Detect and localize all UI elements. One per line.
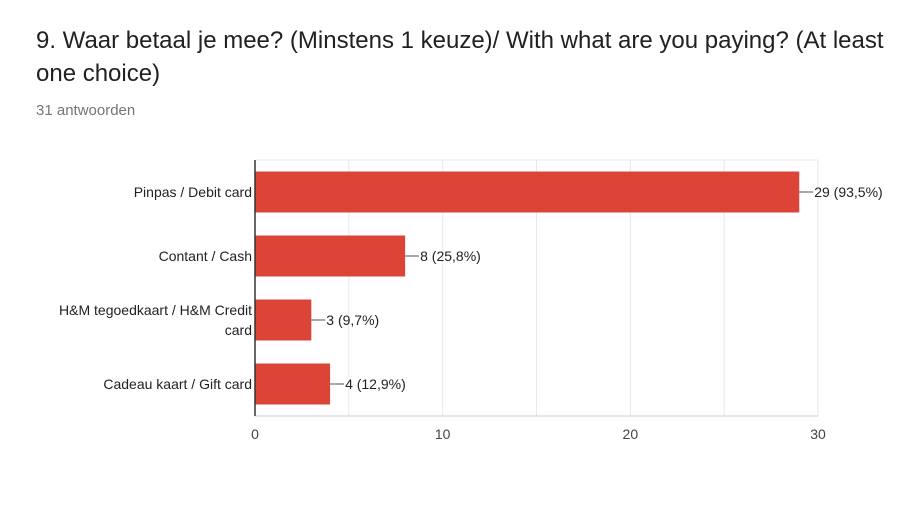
bar <box>255 171 800 213</box>
category-label: Pinpas / Debit card <box>134 184 252 200</box>
category-label: Contant / Cash <box>159 248 252 264</box>
question-title: 9. Waar betaal je mee? (Minstens 1 keuze… <box>36 27 884 87</box>
data-label: 29 (93,5%) <box>814 184 882 200</box>
bar <box>255 299 312 341</box>
x-tick-label: 30 <box>810 426 826 442</box>
response-count: 31 antwoorden <box>36 102 136 119</box>
category-label: card <box>225 322 252 338</box>
data-label: 3 (9,7%) <box>326 312 379 328</box>
x-tick-label: 0 <box>251 426 259 442</box>
data-label: 4 (12,9%) <box>345 376 406 392</box>
category-label: Cadeau kaart / Gift card <box>103 376 252 392</box>
bar <box>255 235 406 277</box>
category-label: H&M tegoedkaart / H&M Credit <box>59 302 252 318</box>
data-label: 8 (25,8%) <box>420 248 481 264</box>
x-tick-label: 20 <box>623 426 639 442</box>
x-tick-label: 10 <box>435 426 451 442</box>
bar <box>255 363 331 405</box>
